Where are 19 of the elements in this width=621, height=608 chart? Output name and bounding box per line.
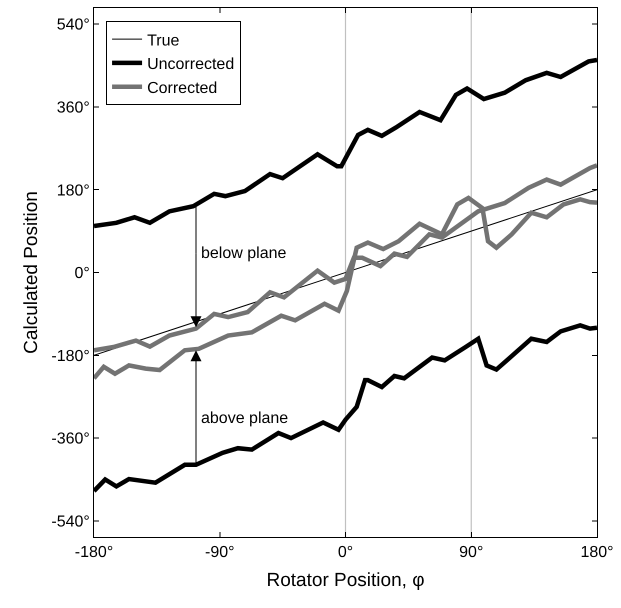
- x-tick-label: 180°: [580, 544, 614, 562]
- y-tick-label: 540°: [56, 16, 90, 34]
- annotation: above plane: [201, 410, 288, 427]
- y-tick-label: -180°: [51, 348, 90, 365]
- y-tick-label: 360°: [56, 100, 90, 116]
- y-tick-label: -540°: [51, 514, 90, 530]
- y-axis-title: Calculated Position: [21, 191, 42, 354]
- legend-label: True: [147, 32, 180, 50]
- legend-label: Uncorrected: [147, 56, 234, 74]
- x-tick-label: -90°: [204, 544, 235, 562]
- annotation: below plane: [201, 245, 286, 262]
- x-tick-label: 90°: [459, 544, 484, 562]
- x-axis-title: Rotator Position, φ: [266, 570, 425, 591]
- x-tick-label: -180°: [74, 544, 114, 562]
- y-tick-label: 0°: [74, 265, 90, 282]
- x-tick-label: 0°: [338, 544, 354, 562]
- y-tick-label: 180°: [56, 182, 90, 200]
- y-tick-label: -360°: [51, 430, 90, 448]
- legend-label: Corrected: [147, 80, 218, 97]
